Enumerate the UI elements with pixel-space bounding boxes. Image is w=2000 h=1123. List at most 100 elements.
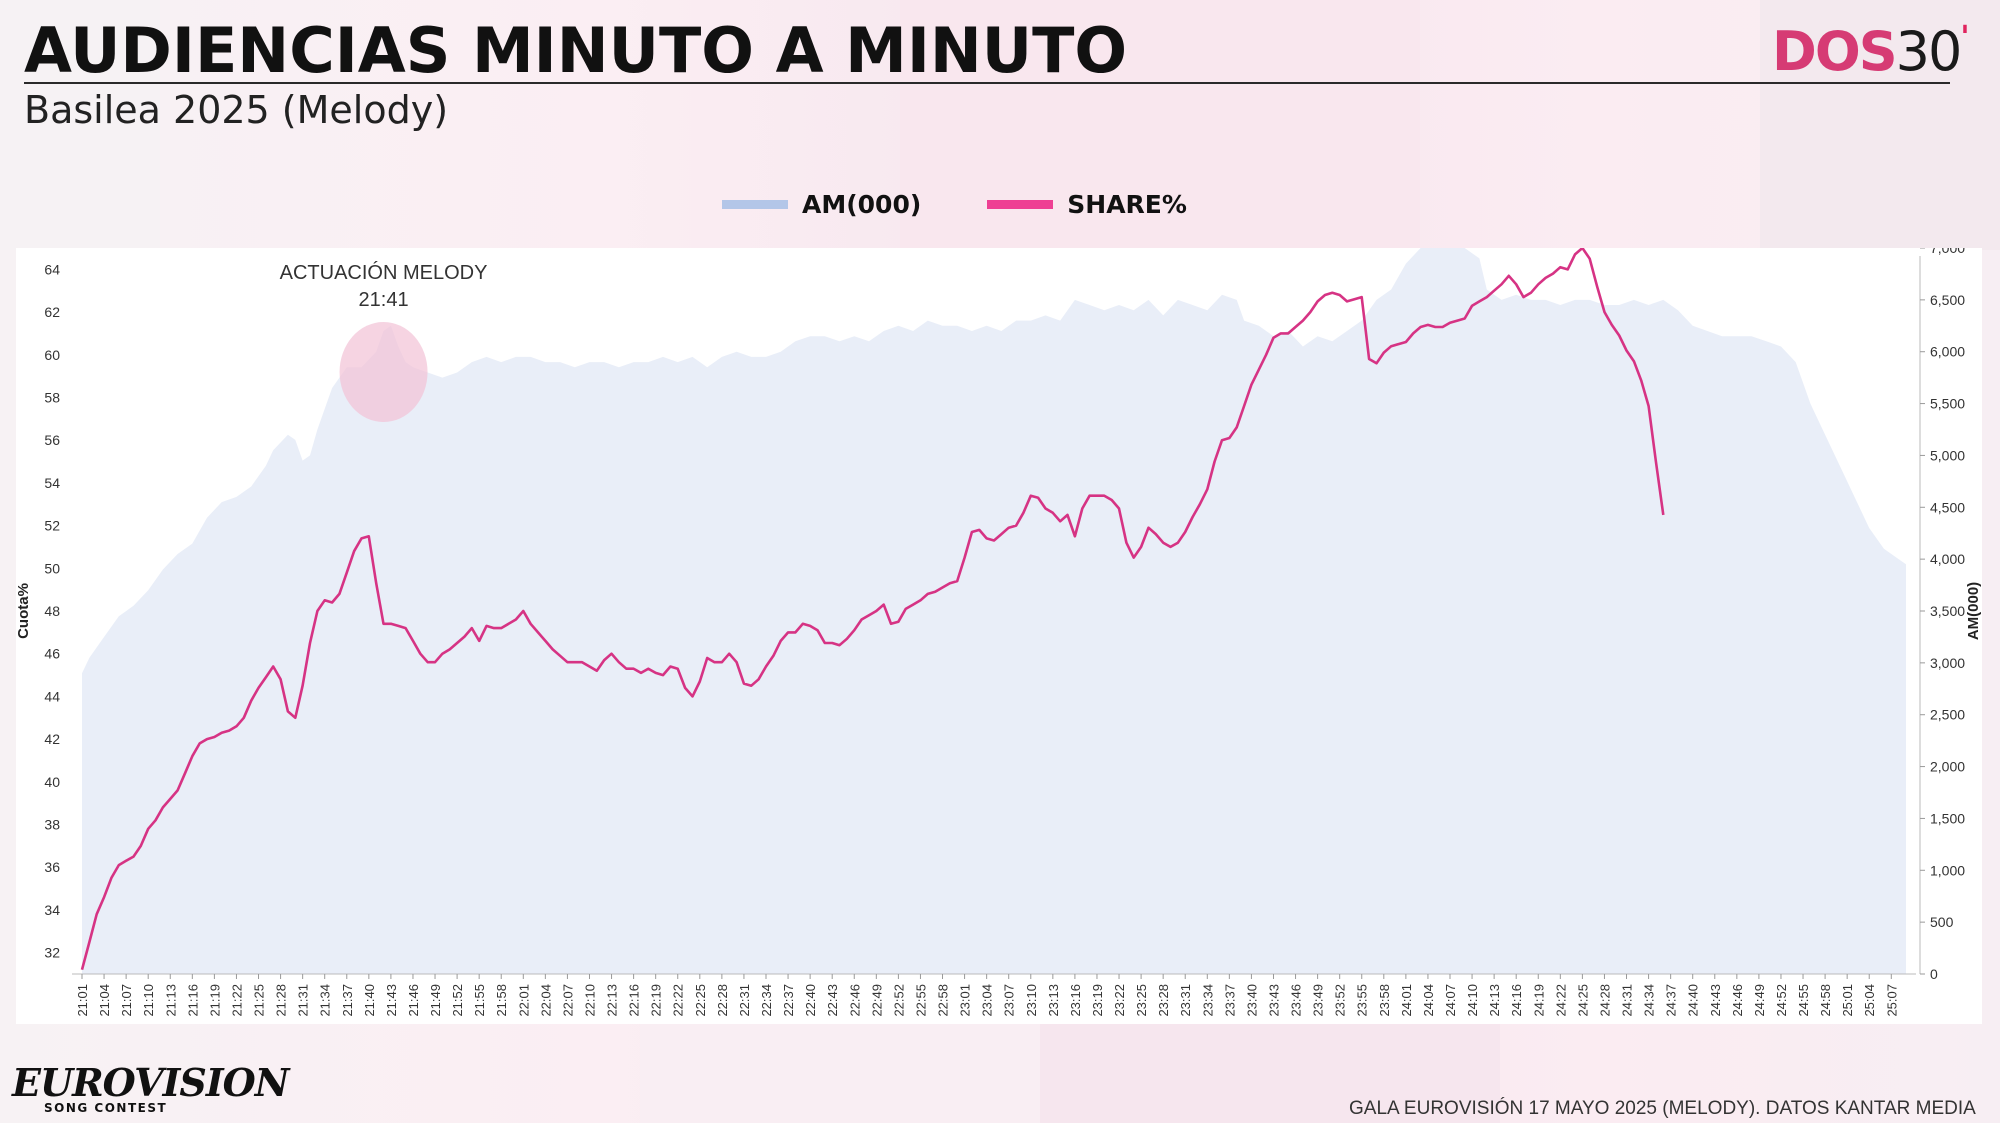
legend-swatch-am xyxy=(722,199,788,209)
page-subtitle: Basilea 2025 (Melody) xyxy=(24,88,449,132)
right-tick-label: 5,500 xyxy=(1930,396,1965,412)
background-block xyxy=(1040,1024,1500,1123)
x-tick-label: 24:04 xyxy=(1421,984,1436,1017)
x-tick-label: 22:52 xyxy=(891,984,906,1017)
x-tick-label: 22:46 xyxy=(847,984,862,1017)
x-tick-label: 25:07 xyxy=(1884,984,1899,1017)
x-tick-label: 22:19 xyxy=(649,984,664,1017)
x-tick-label: 23:01 xyxy=(958,984,973,1017)
eurovision-logo: EUROVISION SONG CONTEST xyxy=(12,1060,289,1115)
left-tick-label: 60 xyxy=(44,347,60,363)
legend-label-am: AM(000) xyxy=(802,189,922,219)
x-tick-label: 24:46 xyxy=(1730,984,1745,1017)
background-block xyxy=(1760,0,2000,250)
left-tick-label: 52 xyxy=(44,518,60,534)
chart-legend: AM(000) SHARE% xyxy=(722,186,1253,222)
legend-label-share: SHARE% xyxy=(1067,189,1187,219)
logo-tick: ' xyxy=(1960,20,1969,55)
share-line-series xyxy=(80,248,1665,971)
x-tick-label: 21:13 xyxy=(163,984,178,1017)
x-tick-label: 22:25 xyxy=(693,984,708,1017)
x-tick-label: 23:28 xyxy=(1156,984,1171,1017)
left-tick-label: 48 xyxy=(44,603,60,619)
x-tick-label: 23:43 xyxy=(1266,984,1281,1017)
x-tick-label: 22:34 xyxy=(759,984,774,1017)
x-tick-label: 24:16 xyxy=(1509,984,1524,1017)
x-tick-label: 22:22 xyxy=(671,984,686,1017)
x-tick-label: 22:55 xyxy=(913,984,928,1017)
left-tick-label: 58 xyxy=(44,389,60,405)
x-tick-label: 22:58 xyxy=(936,984,951,1017)
x-tick-label: 23:40 xyxy=(1244,984,1259,1017)
right-tick-label: 1,000 xyxy=(1930,862,1965,878)
x-tick-label: 21:55 xyxy=(472,984,487,1017)
right-tick-label: 2,000 xyxy=(1930,759,1965,775)
x-tick-label: 24:01 xyxy=(1399,984,1414,1017)
x-tick-label: 21:04 xyxy=(97,984,112,1017)
x-tick-label: 23:10 xyxy=(1024,984,1039,1017)
x-tick-label: 24:28 xyxy=(1597,984,1612,1017)
legend-swatch-share xyxy=(987,199,1054,209)
x-tick-label: 23:49 xyxy=(1311,984,1326,1017)
x-tick-label: 21:40 xyxy=(362,984,377,1017)
x-tick-label: 22:37 xyxy=(781,984,796,1017)
x-tick-label: 21:19 xyxy=(207,984,222,1017)
x-tick-label: 22:28 xyxy=(715,984,730,1017)
left-tick-label: 40 xyxy=(44,774,60,790)
x-tick-label: 21:01 xyxy=(75,984,90,1017)
left-tick-label: 32 xyxy=(44,945,60,961)
eurovision-subtitle: SONG CONTEST xyxy=(44,1101,168,1115)
x-tick-label: 23:13 xyxy=(1046,984,1061,1017)
x-tick-label: 24:43 xyxy=(1708,984,1723,1017)
background-block xyxy=(640,1024,1040,1123)
right-tick-label: 6,000 xyxy=(1930,344,1965,360)
legend-item-share: SHARE% xyxy=(987,190,1187,219)
left-tick-label: 62 xyxy=(44,304,60,320)
left-tick-label: 50 xyxy=(44,560,60,576)
x-tick-label: 23:16 xyxy=(1068,984,1083,1017)
right-tick-label: 4,000 xyxy=(1930,551,1965,567)
x-tick-label: 23:34 xyxy=(1200,984,1215,1017)
chart-panel: 32 34 36 38 40 42 44 46 48 50 52 54 56 58 60 62 64 0 500 1… xyxy=(16,248,1982,1024)
right-tick-label: 0 xyxy=(1930,966,1938,982)
footer-source: GALA EUROVISIÓN 17 MAYO 2025 (MELODY). D… xyxy=(1349,1098,1976,1119)
x-tick-label: 23:07 xyxy=(1002,984,1017,1017)
annotation-label: ACTUACIÓN MELODY xyxy=(280,261,488,284)
x-tick-label: 25:01 xyxy=(1840,984,1855,1017)
x-tick-label: 22:43 xyxy=(825,984,840,1017)
left-tick-label: 42 xyxy=(44,731,60,747)
x-tick-label: 21:37 xyxy=(340,984,355,1017)
x-tick-label: 22:04 xyxy=(538,984,553,1017)
background-block xyxy=(0,0,160,250)
right-axis-title: AM(000) xyxy=(1965,582,1982,640)
chart: 32 34 36 38 40 42 44 46 48 50 52 54 56 58 60 62 64 0 500 1… xyxy=(16,248,1982,1017)
x-tick-label: 21:34 xyxy=(318,984,333,1017)
x-tick-label: 23:19 xyxy=(1090,984,1105,1017)
x-tick-label: 23:31 xyxy=(1178,984,1193,1017)
x-tick-label: 24:40 xyxy=(1686,984,1701,1017)
background-block xyxy=(900,0,1420,250)
right-tick-label: 2,500 xyxy=(1930,707,1965,723)
x-tick-label: 21:46 xyxy=(406,984,421,1017)
x-tick-label: 24:25 xyxy=(1575,984,1590,1017)
x-tick-label: 21:43 xyxy=(384,984,399,1017)
x-tick-label: 23:37 xyxy=(1222,984,1237,1017)
left-tick-label: 34 xyxy=(44,902,60,918)
x-tick-label: 22:31 xyxy=(737,984,752,1017)
title-divider xyxy=(24,82,1950,84)
right-tick-label: 1,500 xyxy=(1930,810,1965,826)
x-tick-label: 21:58 xyxy=(494,984,509,1017)
x-tick-label: 23:04 xyxy=(980,984,995,1017)
x-tick-label: 24:13 xyxy=(1487,984,1502,1017)
x-tick-label: 21:49 xyxy=(428,984,443,1017)
right-tick-label: 6,500 xyxy=(1930,292,1965,308)
x-tick-label: 21:31 xyxy=(296,984,311,1017)
x-tick-label: 24:58 xyxy=(1818,984,1833,1017)
eurovision-wordmark: EUROVISION xyxy=(12,1060,289,1105)
x-tick-label: 21:07 xyxy=(119,984,134,1017)
x-tick-label: 22:40 xyxy=(803,984,818,1017)
x-tick-label: 24:07 xyxy=(1443,984,1458,1017)
left-tick-label: 54 xyxy=(44,475,60,491)
x-tick-label: 22:01 xyxy=(516,984,531,1017)
x-tick-label: 24:49 xyxy=(1752,984,1767,1017)
